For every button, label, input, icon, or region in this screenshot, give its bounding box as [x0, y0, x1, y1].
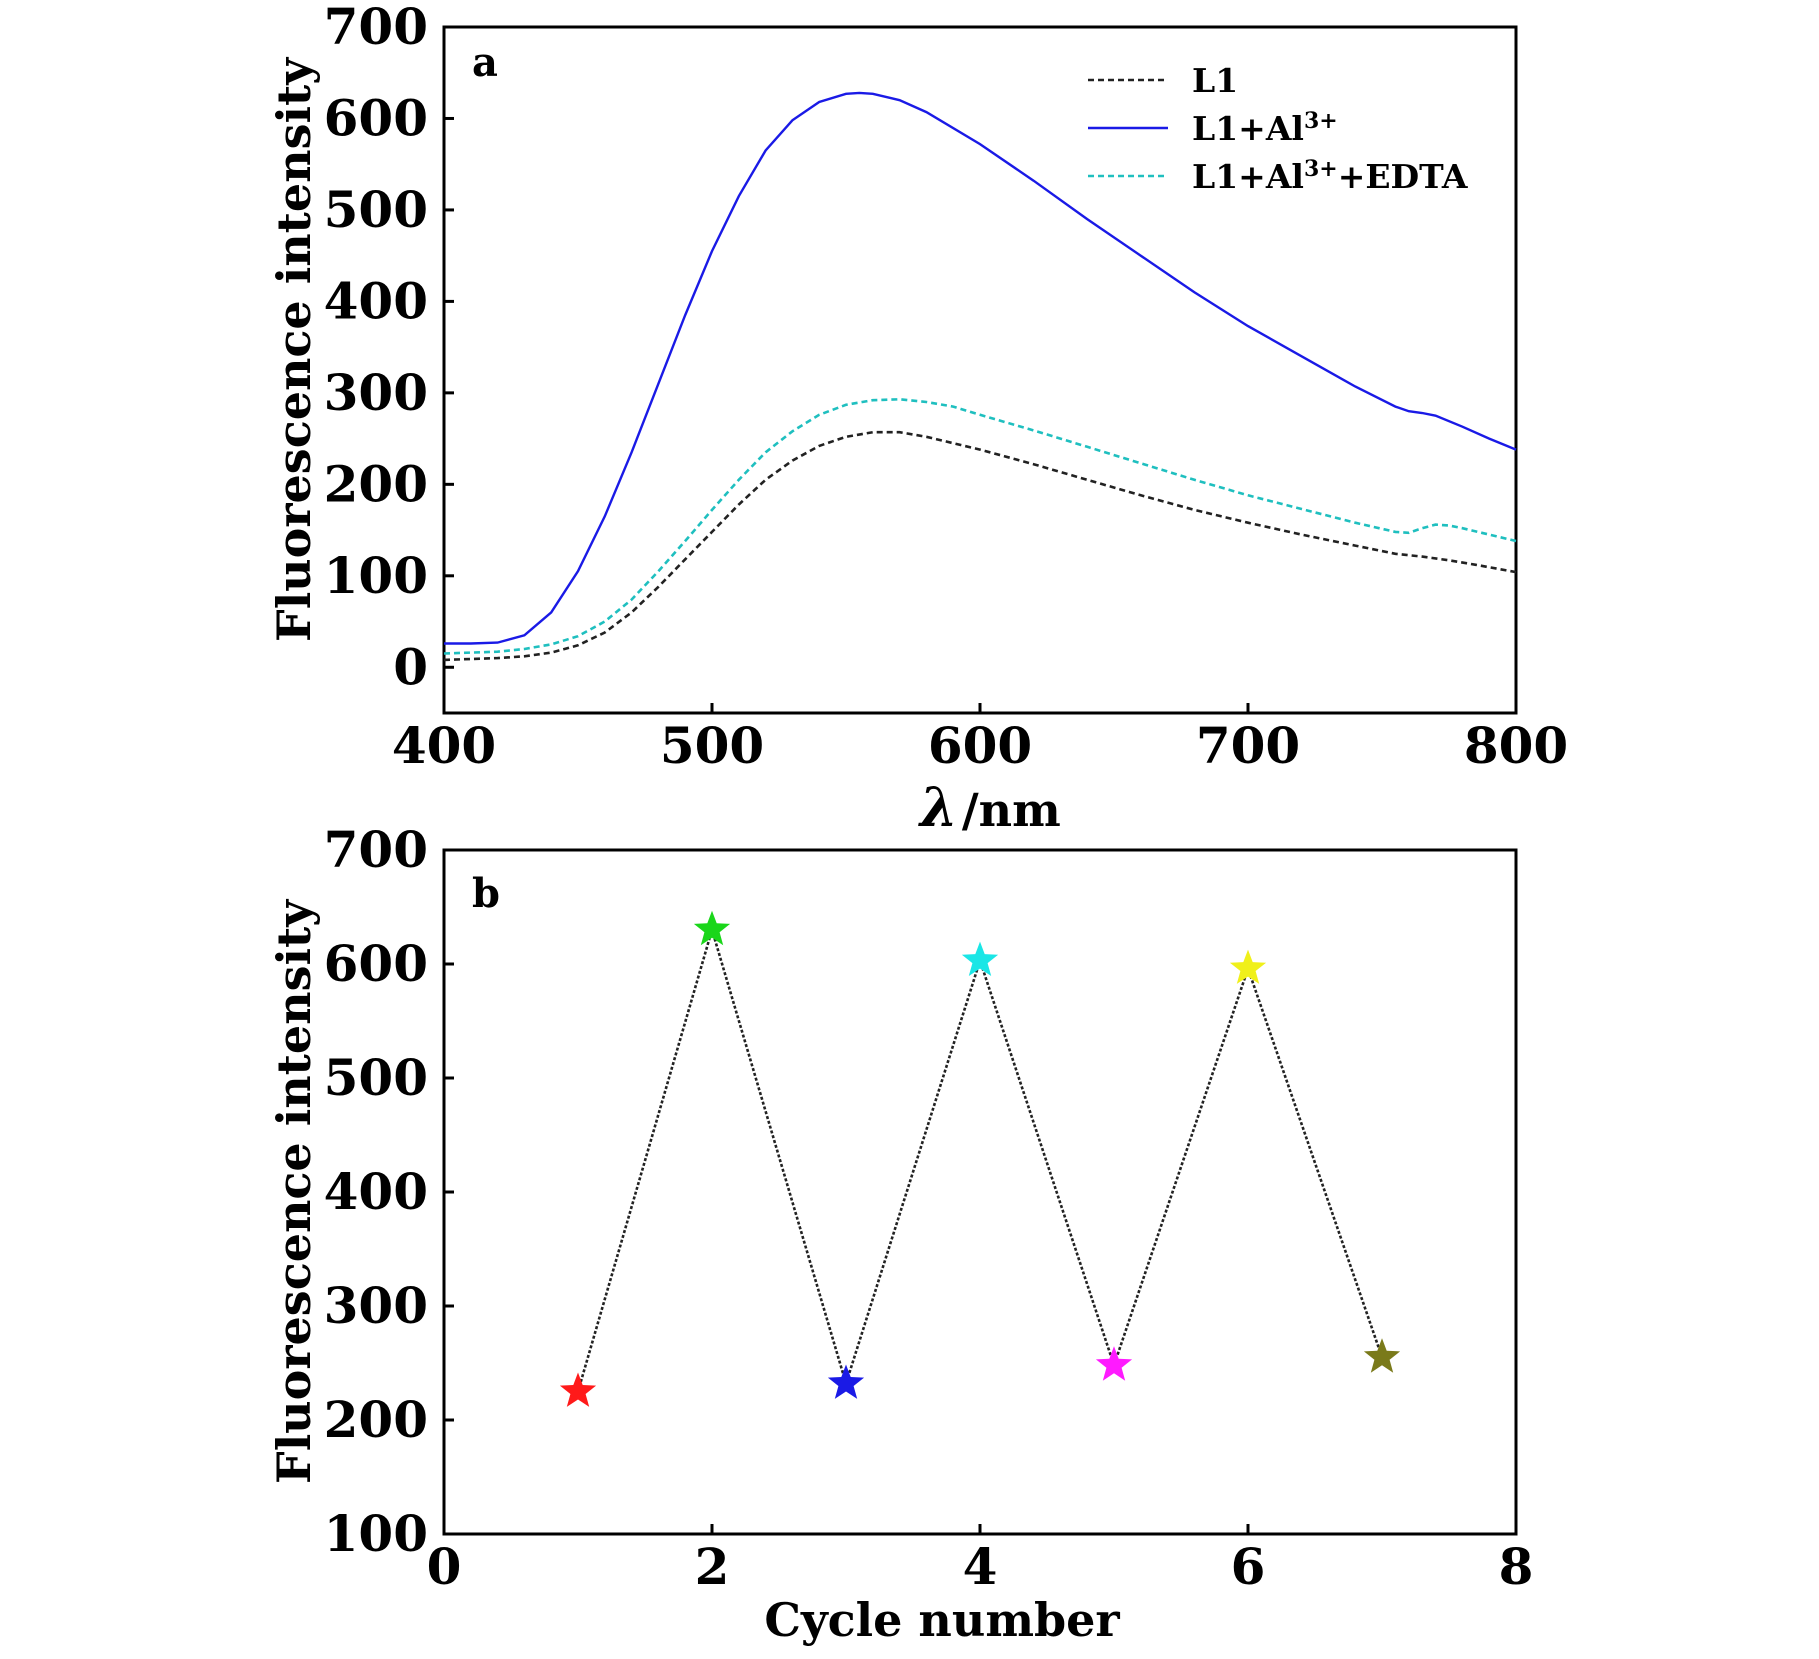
panel-a-chart: a 400 500 600 700 8000100200300400500600700 …: [267, 0, 1568, 839]
panel-a-ticks: 400 500 600 700 800 0 100 200 300 400 500 600 700: [324, 0, 1569, 775]
panel-a-y-tick-label: 700: [324, 0, 428, 56]
panel-a-y-tick-label: 400: [324, 271, 428, 330]
panel-a-x-tick-label: 400: [392, 716, 496, 775]
panel-b-x-axis-title: Cycle number: [764, 1593, 1120, 1647]
panel-b-y-tick-label: 600: [324, 934, 428, 993]
x-axis-unit: /nm: [962, 783, 1061, 837]
legend-label-0: L1: [1192, 61, 1238, 100]
panel-a-y-tick-label: 300: [324, 363, 428, 422]
panel-b-label: b: [472, 870, 500, 917]
panel-a-y-axis-title: Fluorescence intensity: [267, 57, 321, 642]
panel-a-y-tick-label: 600: [324, 88, 428, 147]
panel-a-x-tick-label: 500: [660, 716, 764, 775]
legend-label-2: L1+Al3++EDTA: [1192, 156, 1468, 196]
panel-a-y-tick-label: 500: [324, 180, 428, 239]
panel-b-x-tick-label: 8: [1499, 1537, 1534, 1596]
lambda-symbol: λ: [918, 775, 958, 839]
panel-a-series: [443, 91, 1517, 662]
panel-a-x-axis-title: λ/nm: [918, 775, 1061, 839]
panel-b-x-tick-label: 4: [963, 1537, 998, 1596]
panel-b-y-tick-label: 500: [324, 1048, 428, 1107]
legend-label-base: L1: [1192, 61, 1238, 100]
panel-b-y-tick-label: 400: [324, 1162, 428, 1221]
series-line-0: [443, 430, 1517, 662]
panel-a-y-tick-label: 100: [324, 546, 428, 605]
series-line-2: [443, 397, 1517, 655]
panel-a-label: a: [472, 39, 498, 86]
cycle-point-star-2: [693, 910, 731, 946]
cycle-point-star-4: [961, 941, 999, 976]
panel-a-x-tick-label: 800: [1464, 716, 1568, 775]
legend-label-superscript: 3+: [1304, 108, 1338, 134]
legend-label-tail: +EDTA: [1338, 157, 1468, 196]
panel-b-y-tick-label: 300: [324, 1276, 428, 1335]
panel-b-ticks: 0 2 4 6 8 100 200 300 400 500 600 700: [324, 820, 1534, 1596]
panel-a-frame: [442, 25, 1518, 715]
panel-a-x-tick-label: 700: [1196, 716, 1300, 775]
panel-b-x-tick-label: 2: [695, 1537, 730, 1596]
legend-label-base: L1+Al: [1192, 109, 1304, 148]
panel-a-y-tick-label: 0: [393, 637, 428, 696]
panel-b-y-tick-label: 100: [324, 1504, 428, 1563]
panel-b-x-tick-label: 0: [427, 1537, 462, 1596]
cycle-point-star-1: [559, 1372, 597, 1407]
series-line-1: [444, 91, 1517, 645]
legend-label-base: L1+Al: [1192, 157, 1304, 196]
cycle-point-star-7: [1363, 1338, 1401, 1373]
panel-b-x-tick-label: 6: [1231, 1537, 1266, 1596]
cycle-point-star-5: [1095, 1346, 1133, 1381]
cycle-connecting-line: [576, 925, 1384, 1392]
panel-a-x-tick-label: 600: [928, 716, 1032, 775]
legend-label-superscript: 3+: [1304, 156, 1338, 182]
panel-b-y-tick-label: 200: [324, 1390, 428, 1449]
panel-b-y-tick-label: 700: [324, 820, 428, 879]
cycle-point-star-3: [827, 1364, 865, 1399]
panel-a-y-tick-label: 200: [324, 454, 428, 513]
panel-b-chart: b 0 2 4 6 8 100 200 300 400 500 600 700 Fluorescenc…: [267, 820, 1533, 1647]
legend-label-1: L1+Al3+: [1192, 108, 1338, 148]
panel-b-y-axis-title: Fluorescence intensity: [267, 899, 321, 1484]
cycle-point-star-6: [1229, 949, 1267, 984]
panel-b-series: [559, 910, 1401, 1407]
